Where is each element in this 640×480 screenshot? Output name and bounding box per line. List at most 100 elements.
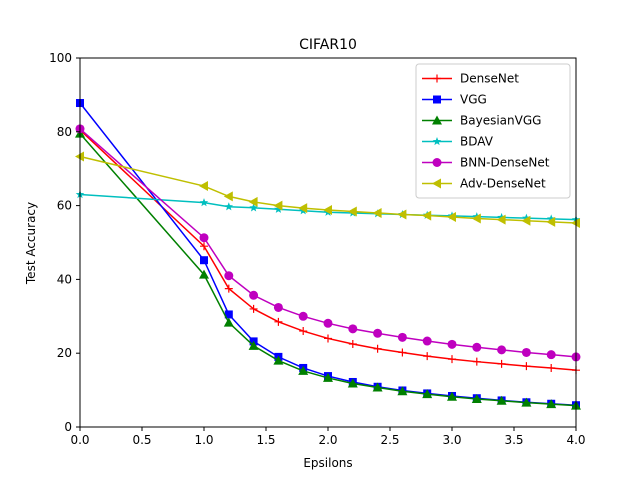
data-point — [347, 378, 358, 388]
data-point — [298, 311, 308, 321]
data-point — [199, 233, 209, 243]
data-point — [472, 357, 481, 366]
legend-marker — [432, 158, 442, 167]
x-tick-label: 0.0 — [70, 433, 89, 447]
data-point — [373, 328, 383, 338]
data-point — [298, 365, 309, 375]
data-point — [323, 372, 333, 382]
legend-entry: Adv-DenseNet — [422, 177, 546, 191]
data-point — [199, 269, 209, 279]
y-tick-label: 60 — [57, 199, 72, 213]
data-point — [422, 210, 432, 221]
legend-marker — [433, 95, 441, 104]
data-point — [423, 352, 432, 361]
data-point — [348, 339, 357, 348]
data-point — [224, 202, 234, 211]
data-point — [496, 214, 506, 225]
data-point — [372, 382, 383, 392]
x-tick-label: 0.5 — [132, 433, 151, 447]
data-point — [223, 317, 234, 327]
data-point — [546, 216, 556, 227]
data-point — [497, 359, 506, 368]
series-0 — [76, 125, 580, 375]
chart-title: CIFAR10 — [299, 37, 357, 53]
data-point — [546, 350, 556, 360]
data-point — [472, 342, 482, 352]
data-point — [422, 389, 433, 399]
data-point — [348, 324, 358, 334]
y-tick-label: 100 — [49, 51, 72, 65]
data-point — [422, 336, 432, 346]
data-point — [223, 191, 233, 202]
legend-label: BayesianVGG — [460, 114, 541, 128]
data-point — [199, 198, 209, 207]
data-point — [249, 304, 258, 313]
legend-entry: DenseNet — [422, 72, 519, 86]
data-point — [398, 348, 407, 357]
series-5 — [75, 151, 580, 228]
data-point — [546, 399, 557, 409]
data-point — [224, 310, 233, 319]
y-tick-label: 20 — [57, 346, 72, 360]
legend-entry: BDAV — [422, 135, 494, 149]
data-point — [273, 200, 283, 211]
data-point — [274, 317, 283, 326]
axes: 0.0 0.5 1.0 1.5 2.0 2.5 3.0 3.5 4.0 0 20 40 60 80 100 — [49, 51, 585, 447]
legend-marker — [432, 137, 442, 146]
data-point — [299, 327, 308, 336]
y-tick-label: 80 — [57, 125, 72, 139]
data-point — [224, 284, 233, 293]
data-point — [323, 318, 333, 328]
legend-marker — [432, 115, 442, 125]
data-point — [200, 242, 208, 251]
x-tick-label: 2.0 — [318, 433, 337, 447]
data-point — [274, 204, 283, 213]
x-tick-label: 3.0 — [442, 433, 461, 447]
data-point — [273, 355, 284, 365]
data-point — [249, 203, 258, 212]
data-point — [372, 207, 382, 218]
data-point — [248, 196, 258, 207]
x-tick-label: 1.5 — [256, 433, 275, 447]
data-point — [521, 215, 531, 226]
data-point — [522, 213, 531, 222]
legend-entry: BayesianVGG — [422, 114, 541, 128]
legend-frame — [415, 63, 571, 199]
data-point — [546, 214, 556, 223]
x-axis-label: Epsilons — [303, 456, 352, 470]
y-tick-label: 0 — [64, 420, 72, 434]
series-2 — [75, 128, 581, 410]
data-point — [496, 395, 507, 405]
y-tick-label: 40 — [57, 272, 72, 286]
data-point — [373, 344, 382, 353]
data-point — [397, 332, 407, 342]
data-point — [248, 340, 259, 350]
data-point — [521, 397, 532, 407]
data-point — [397, 209, 407, 220]
data-point — [347, 206, 357, 217]
data-point — [224, 271, 234, 281]
data-point — [471, 213, 481, 224]
legend-label: BDAV — [460, 135, 494, 149]
data-point — [397, 386, 408, 396]
legend: DenseNet VGG BayesianVGG BDAV BNN-DenseNet A… — [415, 63, 571, 199]
x-tick-label: 4.0 — [566, 433, 585, 447]
data-point — [200, 256, 208, 265]
x-tick-label: 3.5 — [504, 433, 523, 447]
data-point — [447, 212, 456, 223]
data-point — [298, 203, 308, 214]
series-4 — [75, 124, 581, 362]
legend-label: Adv-DenseNet — [460, 177, 546, 191]
legend-marker — [432, 178, 441, 189]
data-point — [547, 363, 556, 372]
data-point — [273, 302, 283, 312]
plot-area — [75, 99, 581, 410]
data-point — [448, 355, 456, 364]
legend-entry: VGG — [422, 93, 487, 107]
data-point — [471, 393, 482, 403]
legend-label: DenseNet — [460, 72, 519, 86]
data-point — [522, 362, 531, 371]
legend-entry: BNN-DenseNet — [422, 156, 550, 170]
data-point — [447, 339, 457, 349]
